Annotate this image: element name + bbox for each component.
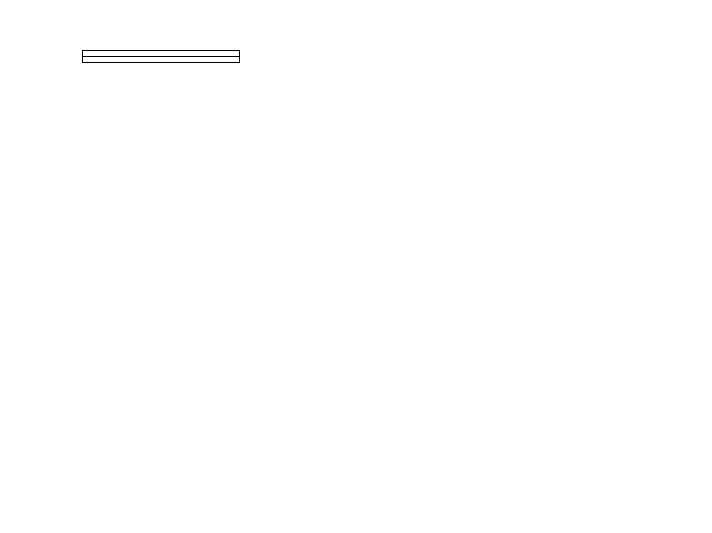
legend-box — [82, 50, 240, 63]
legend-row-reference — [83, 51, 239, 57]
legend-row-comparison — [83, 57, 239, 62]
